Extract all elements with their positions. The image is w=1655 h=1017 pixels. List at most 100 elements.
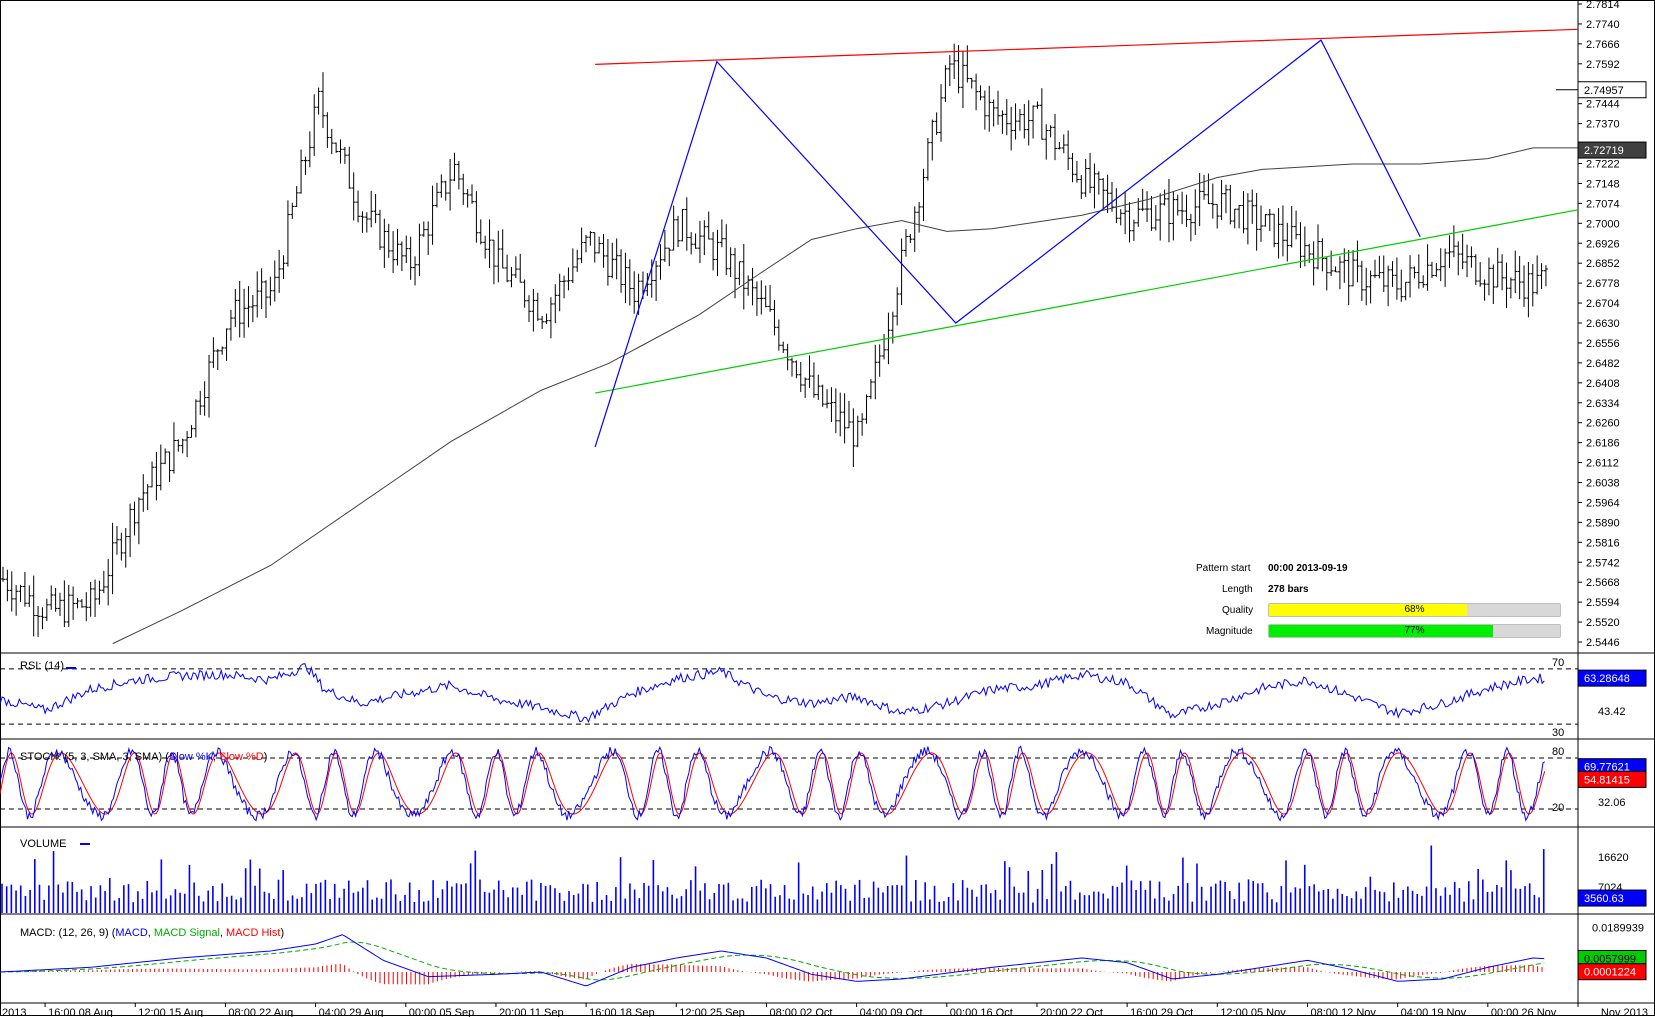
rsi-value-box [1577,669,1647,687]
rsi-value: 63.28648 [1584,673,1630,685]
macd-hist-value-box [1577,963,1647,981]
price-tick-label: 2.6260 [1586,418,1620,430]
macd-sep-1: , [147,927,154,939]
quality-bar-value: 68% [1404,604,1425,615]
moving-average-line [112,147,1578,645]
rsi-level-label-30: 30 [1552,727,1564,739]
stoch-title-text: STOCH: (5, 3, SMA, 3, SMA) [20,751,163,763]
macd-line [0,934,1545,987]
quality-bar-fill [1269,604,1467,616]
macd-legend-signal: MACD Signal [153,927,220,939]
price-tick-label: 2.6852 [1586,258,1620,270]
x-tick-label: 08:00 12 Nov [1310,1007,1376,1017]
x-tick-label: Nov 2013 [1601,1007,1648,1017]
price-tick-label: 2.6630 [1586,318,1620,330]
stoch-level-label-20: 20 [1552,802,1564,814]
resistance-line [595,28,1579,65]
x-tick-label: 20:00 22 Oct [1040,1007,1103,1017]
rsi-scale-label: 43.42 [1598,706,1626,718]
stoch-close-paren: ) [263,751,268,763]
ma-value: 2.72719 [1584,145,1624,157]
x-tick-label: 12:00 25 Sep [679,1007,744,1017]
last-price-value: 2.74957 [1584,85,1624,97]
x-tick-label: 16:00 29 Oct [1130,1007,1193,1017]
price-tick-label: 2.7444 [1586,99,1620,111]
pattern-length-value: 278 bars [1268,584,1309,595]
price-tick-label: 2.7074 [1586,198,1620,210]
stoch-scale-label: 32.06 [1598,797,1626,809]
x-tick-label: 20:00 11 Sep [499,1007,564,1017]
stoch-k-label: Slow %K [168,751,213,763]
magnitude-bar-value: 77% [1404,625,1425,636]
x-tick-label: 04:00 19 Nov [1401,1007,1467,1017]
magnitude-bar: 77% [1268,624,1561,638]
macd-signal-line [0,941,1545,981]
x-tick-label: 08:00 22 Aug [228,1007,293,1017]
stoch-title: STOCH: (5, 3, SMA, 3, SMA) (Slow %K, Slo… [20,751,267,763]
price-tick-label: 2.7000 [1586,218,1620,230]
macd-open-paren: ( [111,927,116,939]
price-tick-label: 2.7666 [1586,39,1620,51]
quality-bar: 68% [1268,603,1561,617]
pattern-quality-label: Quality [1222,605,1254,616]
volume-value: 3560.63 [1584,893,1624,905]
price-tick-label: 2.5742 [1586,557,1620,569]
price-tick-label: 2.5446 [1586,637,1620,649]
price-tick-label: 2.6778 [1586,278,1620,290]
volume-title: VOLUME [20,838,67,850]
price-tick-label: 2.6038 [1586,478,1620,490]
x-tick-label: 04:00 29 Aug [319,1007,384,1017]
volume-scale-label-2: 7024 [1598,882,1622,894]
magnitude-bar-fill [1269,625,1494,637]
x-tick-label: 2013 [2,1007,26,1017]
last-price-box [1577,81,1647,99]
volume-scale-label-1: 16620 [1598,852,1629,864]
macd-legend-hist: MACD Hist [226,927,281,939]
support-line [595,209,1579,394]
stoch-d-value: 54.81415 [1584,774,1630,786]
x-tick-label: 12:00 15 Aug [138,1007,203,1017]
price-tick-label: 2.6334 [1586,398,1620,410]
price-tick-label: 2.6112 [1586,458,1619,470]
pattern-start-label: Pattern start [1196,563,1251,574]
macd-hist-value: 0.0001224 [1584,967,1636,979]
x-tick-label: 16:00 18 Sep [589,1007,654,1017]
ma-value-box [1577,141,1647,159]
x-tick-label: 00:00 16 Oct [950,1007,1013,1017]
stoch-sep: , [212,751,220,763]
stoch-d-label: Slow %D [219,751,264,763]
macd-title-text: MACD: (12, 26, 9) [20,927,109,939]
rsi-line [0,663,1545,724]
stoch-open-paren: ( [165,751,169,763]
macd-scale-label: 0.0189939 [1592,923,1644,935]
price-tick-label: 2.5964 [1586,497,1620,509]
macd-sep-2: , [219,927,227,939]
pattern-start-value: 00:00 2013-09-19 [1268,563,1348,574]
price-tick-label: 2.7370 [1586,119,1620,131]
price-tick-label: 2.5890 [1586,517,1620,529]
x-tick-label: 00:00 05 Sep [409,1007,474,1017]
price-tick-label: 2.7222 [1586,159,1620,171]
price-tick-label: 2.7148 [1586,178,1620,190]
price-tick-label: 2.6926 [1586,238,1620,250]
stoch-level-label-80: 80 [1552,746,1564,758]
macd-legend-macd: MACD [115,927,148,939]
price-tick-label: 2.6408 [1586,378,1620,390]
macd-value: 0.0057999 [1584,953,1636,965]
zigzag-pattern-line [594,39,1421,448]
stoch-k-value: 69.77621 [1584,762,1630,774]
stoch-k-line [0,745,1545,822]
price-tick-label: 2.6482 [1586,358,1620,370]
price-tick-label: 2.5520 [1586,617,1620,629]
price-tick-label: 2.6556 [1586,338,1620,350]
price-tick-label: 2.6186 [1586,438,1620,450]
price-tick-label: 2.5816 [1586,537,1620,549]
rsi-level-label-70: 70 [1552,657,1564,669]
pattern-magnitude-label: Magnitude [1206,626,1253,637]
volume-value-box [1577,889,1647,907]
x-tick-label: 00:00 26 Nov [1491,1007,1557,1017]
macd-close-paren: ) [280,927,285,939]
price-tick-label: 2.5668 [1586,577,1620,589]
